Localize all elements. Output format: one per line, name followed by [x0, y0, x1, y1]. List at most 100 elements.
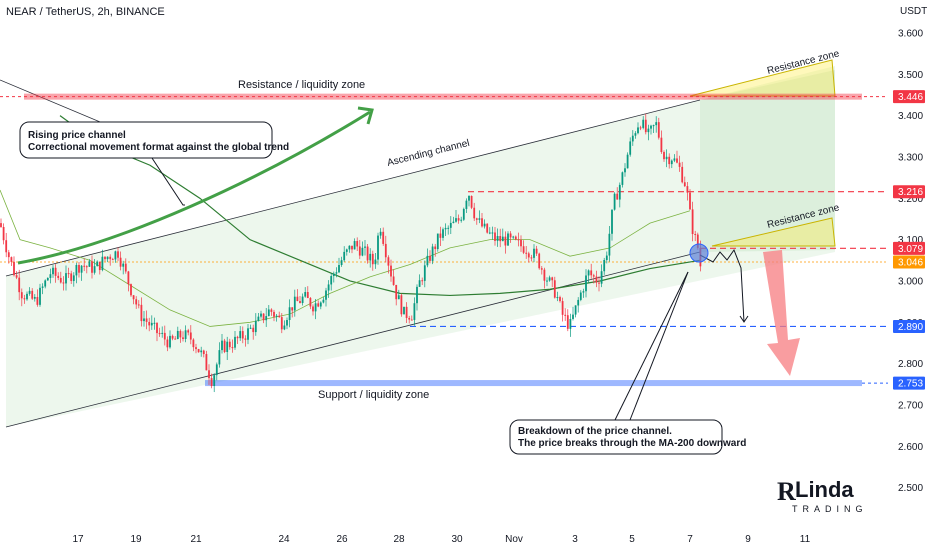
- candle-body: [288, 307, 291, 320]
- candle-body: [395, 284, 398, 300]
- candle-body: [28, 290, 31, 294]
- channel-lower-line: [5, 251, 701, 428]
- candle-body: [327, 284, 330, 291]
- candle-body: [590, 270, 593, 276]
- candle-body: [70, 273, 73, 282]
- y-tick-label: 3.200: [898, 194, 923, 205]
- candle-body: [353, 241, 356, 250]
- candle-body: [600, 271, 603, 284]
- candle-body: [213, 375, 216, 386]
- candle-body: [483, 223, 486, 227]
- candle-body: [210, 378, 213, 386]
- candle-body: [364, 246, 366, 248]
- breakdown-arrow: [763, 250, 800, 376]
- candle-body: [655, 122, 658, 126]
- logo-r-glyph: R: [777, 477, 796, 506]
- x-tick-label: 28: [393, 534, 405, 545]
- ma50-line: [0, 189, 691, 327]
- candle-body: [452, 221, 455, 223]
- candle-body: [41, 286, 44, 288]
- candle-body: [436, 233, 439, 250]
- candle-body: [629, 141, 632, 155]
- candle-body: [527, 253, 530, 258]
- candle-body: [280, 317, 283, 330]
- candle-body: [410, 319, 413, 321]
- candle-body: [257, 316, 260, 321]
- price-level-label: 3.079: [898, 244, 923, 255]
- candle-body: [611, 209, 613, 234]
- candle-body: [91, 261, 93, 273]
- candle-body: [176, 330, 179, 339]
- candle-body: [673, 158, 676, 161]
- candle-body: [59, 277, 62, 283]
- candle-body: [179, 330, 182, 338]
- candle-body: [286, 319, 288, 326]
- candle-body: [31, 290, 34, 299]
- candle-body: [5, 240, 8, 253]
- candle-body: [46, 277, 49, 281]
- rising-note-line1: Rising price channel: [28, 130, 126, 141]
- candle-body: [158, 333, 161, 335]
- candle-body: [122, 263, 125, 267]
- x-tick-label: 24: [278, 534, 290, 545]
- candle-body: [449, 222, 452, 228]
- candle-body: [369, 253, 372, 261]
- candle-body: [278, 315, 281, 318]
- y-tick-label: 2.500: [898, 483, 923, 494]
- x-tick-label: 11: [800, 534, 811, 545]
- candle-body: [7, 252, 10, 258]
- candle-body: [569, 318, 572, 329]
- candle-body: [85, 266, 88, 268]
- candle-body: [145, 318, 148, 322]
- candle-body: [603, 259, 606, 272]
- candle-body: [501, 236, 504, 242]
- candle-body: [215, 364, 218, 376]
- candle-body: [538, 253, 541, 269]
- x-tick-label: 30: [451, 534, 463, 545]
- candle-body: [491, 232, 494, 234]
- candle-body: [244, 338, 247, 340]
- candle-body: [434, 246, 437, 250]
- candle-body: [49, 274, 52, 278]
- trend-arrow-up-head: [357, 106, 374, 125]
- candle-body: [496, 236, 499, 241]
- candle-body: [124, 263, 127, 272]
- candle-body: [634, 133, 637, 136]
- candle-body: [621, 172, 624, 185]
- candle-body: [530, 257, 533, 259]
- rising-note-box: [19, 121, 273, 159]
- candle-body: [75, 264, 78, 276]
- candle-body: [98, 261, 101, 271]
- candle-body: [637, 127, 639, 134]
- candle-body: [475, 218, 478, 220]
- candle-body: [187, 330, 190, 333]
- candle-body: [44, 280, 47, 287]
- candle-body: [444, 227, 447, 230]
- ma200-line: [59, 115, 701, 297]
- candle-body: [587, 270, 590, 276]
- candle-body: [335, 272, 338, 274]
- projection-arrowhead: [739, 315, 749, 323]
- candle-body: [93, 266, 96, 273]
- y-tick-label: 3.100: [898, 235, 923, 246]
- candle-body: [405, 306, 408, 318]
- candle-body: [345, 249, 348, 252]
- candle-body: [156, 322, 158, 334]
- candle-body: [10, 257, 13, 262]
- x-tick-label: 3: [572, 534, 578, 545]
- candle-body: [624, 168, 626, 173]
- candle-body: [553, 280, 556, 298]
- candle-body: [148, 321, 151, 326]
- candle-body: [559, 297, 561, 302]
- candle-body: [403, 306, 405, 315]
- candle-body: [130, 284, 132, 296]
- candle-body: [494, 232, 496, 241]
- candle-body: [392, 276, 395, 285]
- candle-body: [465, 200, 468, 209]
- candle-body: [657, 122, 660, 138]
- candle-body: [111, 259, 114, 261]
- candle-body: [306, 292, 309, 299]
- candle-body: [382, 231, 385, 244]
- candle-body: [595, 276, 598, 283]
